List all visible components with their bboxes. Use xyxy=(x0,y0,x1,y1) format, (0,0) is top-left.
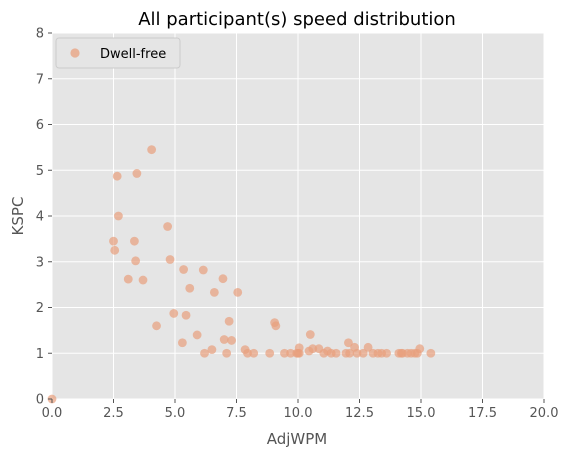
data-point xyxy=(294,343,304,353)
legend: Dwell-free xyxy=(55,37,181,69)
data-point xyxy=(224,316,234,326)
x-tick-label: 12.5 xyxy=(345,406,374,421)
data-point xyxy=(131,256,141,266)
data-point xyxy=(177,338,187,348)
data-point xyxy=(169,309,179,318)
data-point xyxy=(165,255,175,264)
data-point xyxy=(132,169,142,178)
data-point xyxy=(280,348,289,358)
data-point xyxy=(138,275,148,285)
data-point xyxy=(207,345,217,354)
data-point xyxy=(382,348,391,358)
data-point xyxy=(130,236,139,246)
data-points xyxy=(47,145,436,404)
data-point xyxy=(181,310,191,320)
data-point xyxy=(265,348,275,358)
data-point xyxy=(286,348,296,358)
data-point xyxy=(198,265,208,275)
x-tick-label: 20.0 xyxy=(530,406,559,421)
x-tick-label: 0.0 xyxy=(42,406,63,421)
data-point xyxy=(227,336,236,345)
y-tick-label: 8 xyxy=(36,27,44,42)
data-point xyxy=(110,245,120,255)
x-tick-label: 10.0 xyxy=(284,406,313,421)
data-point xyxy=(218,274,228,284)
y-tick-label: 4 xyxy=(36,210,44,225)
data-point xyxy=(233,288,243,297)
data-point xyxy=(152,321,161,331)
data-point xyxy=(123,274,133,284)
x-tick-label: 17.5 xyxy=(468,406,497,421)
data-point xyxy=(344,338,353,348)
x-tick-label: 2.5 xyxy=(103,406,124,421)
data-point xyxy=(352,348,362,358)
y-tick-label: 7 xyxy=(36,72,44,87)
data-point xyxy=(331,348,341,358)
data-point xyxy=(163,222,173,231)
y-axis-ticks: 0 1 2 3 4 5 6 7 8 xyxy=(36,27,52,408)
y-tick-label: 3 xyxy=(36,255,44,270)
chart-title: All participant(s) speed distribution xyxy=(138,9,456,30)
data-point xyxy=(243,348,252,358)
y-tick-label: 1 xyxy=(36,347,44,362)
data-point xyxy=(114,211,123,221)
data-point xyxy=(345,348,355,358)
data-point xyxy=(308,344,318,354)
y-axis-label: KSPC xyxy=(9,197,27,236)
data-point xyxy=(415,344,425,354)
data-point xyxy=(185,283,195,293)
data-point xyxy=(112,171,122,181)
y-tick-label: 2 xyxy=(36,301,44,316)
x-tick-label: 15.0 xyxy=(407,406,436,421)
data-point xyxy=(363,342,373,352)
y-tick-label: 0 xyxy=(36,393,44,408)
data-point xyxy=(222,348,232,358)
data-point xyxy=(109,236,118,246)
data-point xyxy=(192,330,202,340)
data-point xyxy=(358,348,368,358)
data-point xyxy=(271,321,281,331)
x-tick-label: 5.0 xyxy=(165,406,186,421)
legend-label-dwell-free: Dwell-free xyxy=(100,47,166,62)
data-point xyxy=(209,288,219,297)
data-point xyxy=(305,330,315,339)
legend-marker xyxy=(70,48,80,58)
data-point xyxy=(219,335,229,344)
y-tick-label: 6 xyxy=(36,118,44,133)
legend-box xyxy=(55,37,181,69)
y-tick-label: 5 xyxy=(36,164,44,179)
data-point xyxy=(426,348,436,358)
data-point xyxy=(147,145,157,155)
x-axis-label: AdjWPM xyxy=(267,430,328,448)
data-point xyxy=(249,348,259,358)
x-tick-label: 7.5 xyxy=(226,406,247,421)
data-point xyxy=(200,348,209,358)
data-point xyxy=(179,265,189,274)
x-axis-ticks: 0.0 2.5 5.0 7.5 10.0 12.5 15.0 17.5 20.0 xyxy=(42,399,559,421)
